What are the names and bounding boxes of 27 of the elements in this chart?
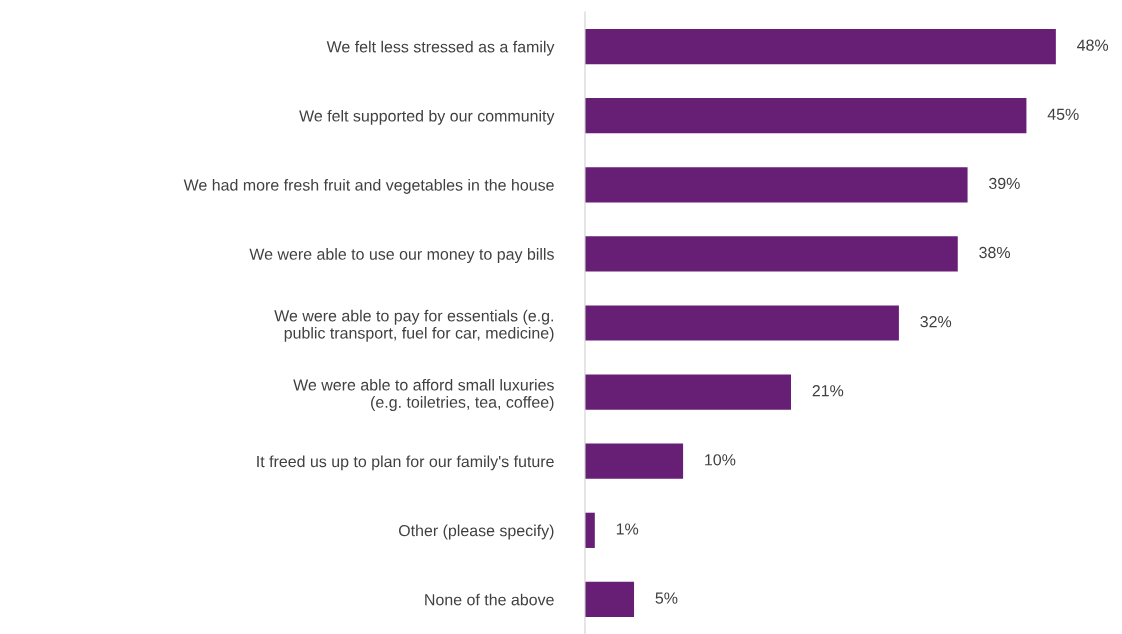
data-label: 38% bbox=[979, 246, 1010, 259]
data-label: 39% bbox=[989, 177, 1020, 190]
data-label: 45% bbox=[1047, 108, 1079, 120]
y-tick-label: We had more fresh fruit and vegetables in the house bbox=[183, 178, 554, 194]
y-tick-label: We were able to use our money to pay bills bbox=[249, 248, 554, 263]
bar bbox=[585, 512, 595, 548]
y-tick-label: None of the above bbox=[425, 593, 554, 606]
bar bbox=[585, 28, 1056, 65]
bar bbox=[585, 581, 635, 618]
y-tick-label: We were able to afford small luxuries (e.g. toiletries, tea, coffee) bbox=[293, 378, 554, 411]
bar bbox=[585, 305, 899, 341]
data-label: 5% bbox=[655, 592, 678, 604]
bar bbox=[585, 236, 958, 272]
bar bbox=[585, 443, 684, 479]
y-tick-label: Other (please specify) bbox=[398, 524, 554, 540]
y-tick-label: We were able to pay for essentials (e.g. public transport, fuel for car, medicine) bbox=[274, 309, 554, 342]
data-label: 21% bbox=[812, 385, 844, 397]
data-label: 32% bbox=[920, 315, 952, 328]
y-tick-label: It freed us up to plan for our family's future bbox=[257, 455, 554, 471]
data-label: 1% bbox=[616, 523, 639, 535]
bar bbox=[585, 167, 968, 203]
y-tick-label: We felt less stressed as a family bbox=[326, 40, 555, 56]
bar bbox=[585, 98, 1027, 134]
data-label: 10% bbox=[705, 454, 736, 466]
y-tick-label: We felt supported by our community bbox=[299, 109, 555, 125]
bar bbox=[585, 374, 791, 410]
data-label: 48% bbox=[1077, 39, 1109, 51]
